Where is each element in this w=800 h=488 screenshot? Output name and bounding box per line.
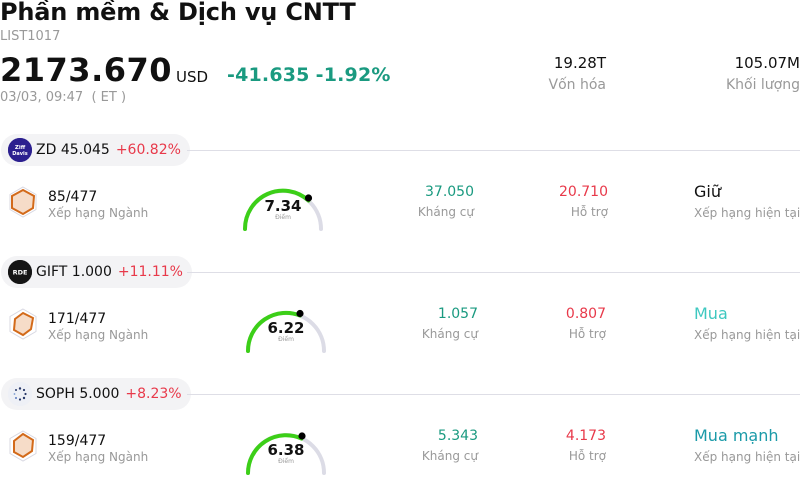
svg-text:Davis: Davis: [12, 151, 27, 157]
industry-rank-value: 171/477: [48, 311, 107, 327]
stock-pill[interactable]: RDE GIFT 1.000 +11.11%: [1, 256, 192, 288]
rating-value: Mua: [694, 304, 728, 323]
ziff-davis-logo-icon: Ziff Davis: [8, 138, 32, 162]
score-label: Điểm: [278, 458, 294, 465]
resistance-label: Kháng cự: [421, 449, 478, 463]
support-value: 4.173: [565, 428, 606, 444]
index-price: 2173.670: [0, 51, 173, 89]
stock-pill[interactable]: Ziff Davis ZD 45.045 +60.82%: [1, 134, 190, 166]
currency-label: USD: [176, 68, 209, 86]
industry-rank-label: Xếp hạng Ngành: [48, 206, 149, 220]
radar-chart-icon: [9, 430, 37, 462]
svg-text:RDE: RDE: [13, 269, 28, 277]
resistance-label: Kháng cự: [421, 327, 478, 341]
timestamp: 03/03, 09:47 ( ET ): [0, 90, 127, 105]
support-label: Hỗ trợ: [568, 449, 606, 463]
current-rating: Mua Xếp hạng hiện tại: [694, 304, 800, 342]
industry-rank-value: 159/477: [48, 433, 107, 449]
stock-row: 85/477 Xếp hạng Ngành 7.34 Điểm 37.050 K…: [0, 174, 800, 234]
ticker-price: GIFT 1.000: [36, 264, 112, 280]
score-value: 7.34: [264, 197, 302, 215]
stock-row: 171/477 Xếp hạng Ngành 6.22 Điểm 1.057 K…: [0, 296, 800, 356]
rating-value: Giữ: [694, 182, 721, 201]
score-gauge: 7.34 Điểm: [240, 179, 326, 231]
rating-label: Xếp hạng hiện tại: [694, 206, 800, 220]
change-absolute: -41.635: [227, 64, 310, 86]
change-percent: +11.11%: [117, 264, 183, 280]
industry-rank-label: Xếp hạng Ngành: [48, 450, 149, 464]
support-label: Hỗ trợ: [568, 327, 606, 341]
volume-value: 105.07M: [734, 54, 800, 72]
rating-value: Mua mạnh: [694, 426, 779, 445]
volume-stat: 105.07M Khối lượng: [726, 54, 800, 93]
price-change: -41.635 -1.92%: [227, 64, 391, 86]
market-cap-label: Vốn hóa: [548, 77, 606, 93]
support: 4.173 Hỗ trợ: [566, 428, 606, 463]
resistance-label: Kháng cự: [417, 205, 474, 219]
industry-rank-value: 85/477: [48, 189, 98, 205]
stock-row: 159/477 Xếp hạng Ngành 6.38 Điểm 5.343 K…: [0, 418, 800, 478]
section-divider: [187, 150, 800, 151]
resistance: 5.343 Kháng cự: [422, 428, 478, 463]
ticker-price: ZD 45.045: [36, 142, 110, 158]
current-rating: Mua mạnh Xếp hạng hiện tại: [694, 426, 800, 464]
ticker-price: SOPH 5.000: [36, 386, 120, 402]
resistance-value: 37.050: [425, 184, 474, 200]
rating-label: Xếp hạng hiện tại: [694, 328, 800, 342]
page-title: Phần mềm & Dịch vụ CNTT: [0, 0, 356, 26]
industry-rank: 171/477 Xếp hạng Ngành: [48, 311, 148, 342]
section-divider: [187, 272, 800, 273]
change-percent: -1.92%: [315, 64, 391, 86]
industry-rank: 159/477 Xếp hạng Ngành: [48, 433, 148, 464]
score-gauge: 6.38 Điểm: [243, 423, 329, 475]
resistance-value: 5.343: [437, 428, 478, 444]
score-label: Điểm: [278, 336, 294, 343]
resistance-value: 1.057: [437, 306, 478, 322]
resistance: 37.050 Kháng cự: [418, 184, 474, 219]
list-code: LIST1017: [0, 29, 61, 44]
volume-label: Khối lượng: [725, 77, 800, 93]
current-rating: Giữ Xếp hạng hiện tại: [694, 182, 800, 220]
change-percent: +8.23%: [125, 386, 182, 402]
rating-label: Xếp hạng hiện tại: [694, 450, 800, 464]
support-value: 0.807: [565, 306, 606, 322]
score-value: 6.38: [267, 441, 305, 459]
score-value: 6.22: [267, 319, 305, 337]
market-cap-stat: 19.28T Vốn hóa: [549, 54, 606, 93]
support: 0.807 Hỗ trợ: [566, 306, 606, 341]
score-gauge: 6.22 Điểm: [243, 301, 329, 353]
radar-chart-icon: [9, 308, 37, 340]
support-value: 20.710: [559, 184, 608, 200]
radar-chart-icon: [9, 186, 37, 218]
support: 20.710 Hỗ trợ: [559, 184, 608, 219]
sophia-logo-icon: [8, 382, 32, 406]
industry-rank-label: Xếp hạng Ngành: [48, 328, 149, 342]
industry-rank: 85/477 Xếp hạng Ngành: [48, 189, 148, 220]
stock-pill[interactable]: SOPH 5.000 +8.23%: [1, 378, 191, 410]
rde-logo-icon: RDE: [8, 260, 32, 284]
section-divider: [187, 394, 800, 395]
market-cap-value: 19.28T: [553, 54, 606, 72]
change-percent: +60.82%: [115, 142, 181, 158]
svg-text:Ziff: Ziff: [15, 145, 26, 151]
resistance: 1.057 Kháng cự: [422, 306, 478, 341]
score-label: Điểm: [275, 214, 291, 221]
support-label: Hỗ trợ: [570, 205, 608, 219]
